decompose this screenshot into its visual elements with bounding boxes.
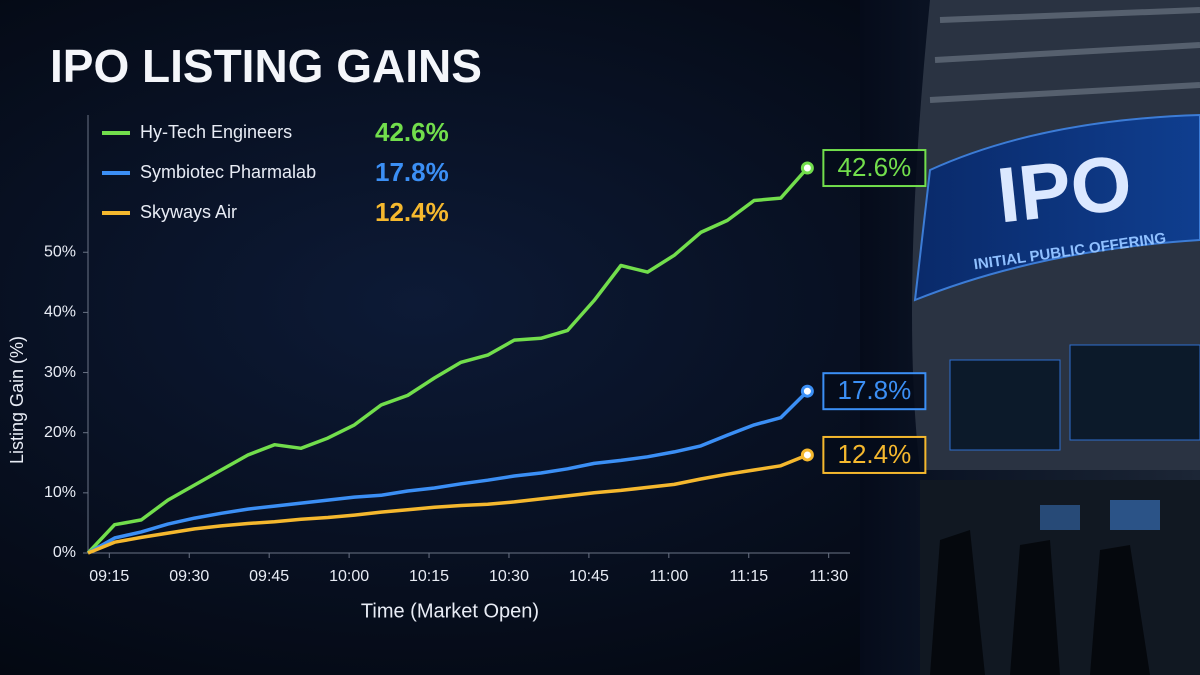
callout-label: 42.6% bbox=[838, 152, 912, 182]
end-dot bbox=[800, 161, 814, 175]
x-tick-label: 11:15 bbox=[729, 568, 768, 585]
x-tick-label: 10:45 bbox=[569, 568, 609, 585]
callout-box bbox=[822, 149, 927, 188]
end-dot bbox=[800, 384, 814, 398]
legend-value: 12.4% bbox=[375, 197, 449, 227]
series-line bbox=[86, 166, 809, 555]
series-line bbox=[87, 453, 809, 555]
y-tick-label: 0% bbox=[53, 544, 76, 561]
y-tick-label: 40% bbox=[44, 304, 76, 321]
x-tick-label: 09:15 bbox=[89, 568, 129, 585]
legend-label: Symbiotec Pharmalab bbox=[140, 162, 316, 182]
sign-title: IPO bbox=[993, 138, 1136, 240]
callout-box bbox=[822, 435, 927, 474]
end-dot bbox=[800, 448, 814, 462]
series-line bbox=[87, 389, 809, 555]
y-tick-label: 20% bbox=[44, 424, 76, 441]
x-tick-label: 10:15 bbox=[409, 568, 449, 585]
y-axis-title: Listing Gain (%) bbox=[7, 336, 27, 464]
legend-label: Hy-Tech Engineers bbox=[140, 122, 292, 142]
callout-label: 17.8% bbox=[838, 375, 912, 405]
y-tick-label: 50% bbox=[44, 243, 76, 260]
x-tick-label: 09:45 bbox=[249, 568, 289, 585]
x-tick-label: 10:30 bbox=[489, 568, 529, 585]
x-tick-label: 10:00 bbox=[329, 568, 369, 585]
x-tick-label: 11:30 bbox=[809, 568, 848, 585]
x-axis-title: Time (Market Open) bbox=[361, 600, 539, 622]
legend-value: 42.6% bbox=[375, 117, 449, 147]
y-tick-label: 10% bbox=[44, 484, 76, 501]
building-photo: IPO INITIAL PUBLIC OFFERING bbox=[860, 0, 1200, 675]
y-tick-label: 30% bbox=[44, 364, 76, 381]
callout-label: 12.4% bbox=[838, 439, 912, 469]
x-tick-label: 11:00 bbox=[649, 568, 688, 585]
legend-label: Skyways Air bbox=[140, 202, 237, 222]
legend-value: 17.8% bbox=[375, 157, 449, 187]
callout-box bbox=[822, 372, 927, 411]
chart-title: IPO LISTING GAINS bbox=[50, 40, 482, 92]
x-tick-label: 09:30 bbox=[169, 568, 209, 585]
